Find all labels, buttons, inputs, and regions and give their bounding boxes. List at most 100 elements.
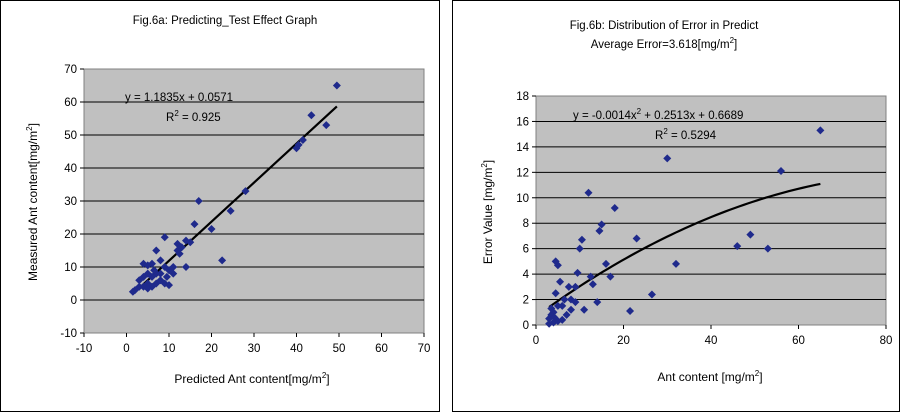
y-tick-label: 50 (64, 130, 77, 142)
data-point (595, 226, 604, 235)
chart-6a-x-axis-label: Predicted Ant content[mg/m2] (174, 371, 329, 386)
data-point (292, 144, 301, 153)
data-point (746, 230, 755, 239)
data-point (663, 154, 672, 163)
y-tick-label: 8 (523, 218, 529, 230)
chart-6a-r2: R2 = 0.925 (166, 109, 221, 124)
chart-6b-plot-area (535, 95, 887, 326)
data-point (152, 246, 161, 255)
data-point (551, 289, 560, 298)
data-point (139, 259, 148, 268)
data-point (182, 236, 190, 245)
y-tick-label: 14 (516, 142, 529, 154)
data-point (332, 81, 341, 90)
data-point (562, 310, 571, 319)
data-point (160, 233, 169, 242)
x-tick-label: 80 (880, 335, 893, 347)
data-point (143, 284, 152, 293)
data-point (816, 126, 825, 135)
data-point (597, 220, 606, 229)
chart-6b-equation: y = -0.0014x2 + 0.2513x + 0.6689 (573, 107, 743, 122)
data-point (156, 256, 165, 265)
data-point (647, 290, 656, 299)
chart-6b-y-axis-label: Error Value [mg/m2] (480, 160, 495, 264)
y-tick-label: 4 (523, 269, 530, 281)
data-point (560, 295, 569, 304)
data-point (588, 280, 597, 289)
data-point (322, 121, 331, 130)
data-point (571, 298, 580, 307)
data-point (307, 111, 316, 120)
data-point (580, 305, 589, 314)
data-point (175, 249, 184, 258)
x-tick-label: 60 (375, 343, 388, 355)
data-point (564, 282, 573, 291)
data-point (626, 307, 635, 316)
data-point (556, 277, 565, 286)
data-point (606, 272, 615, 281)
data-point (194, 197, 203, 205)
data-point (298, 135, 307, 144)
chart-6b-r2: R2 = 0.5294 (655, 127, 717, 142)
x-tick-label: 60 (792, 335, 805, 347)
x-tick-label: -10 (76, 343, 93, 355)
x-tick-label: 0 (123, 343, 129, 355)
x-tick-label: 70 (418, 343, 431, 355)
y-tick-label: 18 (516, 91, 529, 103)
data-point (584, 188, 593, 197)
data-point (573, 268, 582, 277)
data-point (593, 298, 602, 307)
data-point (558, 301, 567, 310)
data-point (575, 244, 584, 253)
y-tick-label: 60 (64, 97, 77, 109)
chart-6a-gridlines (80, 68, 425, 337)
x-tick-label: 40 (705, 335, 718, 347)
chart-6b-svg: Fig.6b: Distribution of Error in Predict… (452, 0, 900, 412)
data-point (139, 272, 148, 281)
data-point (763, 244, 772, 253)
x-tick-label: 50 (333, 343, 346, 355)
x-tick-label: 0 (533, 335, 539, 347)
chart-panel-6a: Fig.6a: Predicting_Test Effect Graph -10… (0, 0, 440, 412)
chart-6b-x-axis-label: Ant content [mg/m2] (657, 369, 762, 384)
data-point (169, 263, 178, 271)
data-point (577, 235, 586, 244)
data-point (551, 257, 560, 266)
data-point (602, 259, 610, 268)
chart-6a-title: Fig.6a: Predicting_Test Effect Graph (133, 15, 318, 27)
y-tick-label: 10 (64, 262, 77, 274)
data-point (567, 305, 575, 314)
data-point (558, 315, 567, 324)
chart-6a-svg: Fig.6a: Predicting_Test Effect Graph -10… (0, 0, 440, 412)
data-point (632, 234, 641, 243)
data-point (553, 301, 562, 310)
y-tick-label: 0 (523, 320, 529, 332)
y-tick-label: 30 (64, 196, 77, 208)
data-point (190, 220, 199, 229)
data-point (150, 266, 159, 275)
data-point (173, 239, 182, 248)
data-point (226, 206, 235, 215)
y-tick-label: 2 (523, 295, 529, 307)
x-tick-label: 30 (248, 343, 261, 355)
x-tick-label: 40 (290, 343, 303, 355)
data-point (571, 282, 580, 291)
y-tick-label: -10 (60, 328, 77, 340)
data-point (672, 259, 680, 268)
data-point (777, 167, 785, 176)
data-point (241, 187, 250, 196)
chart-panel-6b: Fig.6b: Distribution of Error in Predict… (452, 0, 900, 412)
data-point (162, 272, 171, 281)
data-point (128, 287, 137, 296)
y-tick-label: 0 (71, 295, 77, 307)
chart-6b-tick-labels: 0 2 4 6 8 10 12 14 16 18 0 20 40 60 80 (516, 91, 892, 347)
y-tick-label: 20 (64, 229, 77, 241)
y-tick-label: 10 (516, 193, 529, 205)
x-tick-label: 10 (163, 343, 176, 355)
data-point (156, 269, 165, 278)
chart-6b-subtitle: Average Error=3.618[mg/m2] (591, 36, 737, 51)
chart-6b-points (545, 126, 825, 328)
data-point (182, 263, 190, 271)
data-point (610, 203, 619, 212)
data-point (586, 272, 595, 281)
